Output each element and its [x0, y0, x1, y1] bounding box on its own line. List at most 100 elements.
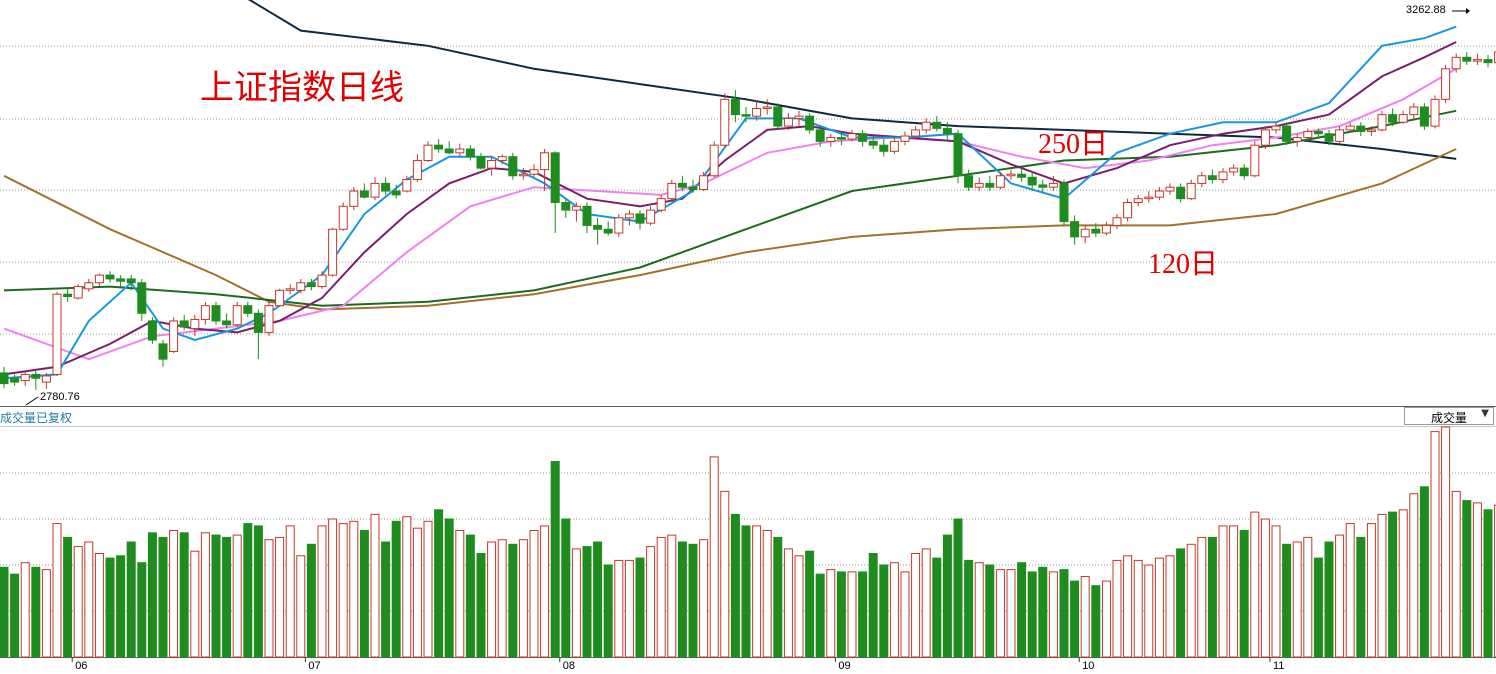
candle — [211, 301, 221, 325]
candle — [31, 370, 41, 390]
candle-body — [1366, 129, 1376, 132]
candle-body — [1260, 129, 1270, 146]
volume-bar — [1260, 518, 1270, 658]
candle-body — [1207, 175, 1217, 181]
volume-bar — [412, 527, 422, 658]
candle — [688, 179, 698, 193]
candle — [1324, 129, 1334, 146]
volume-bar — [1271, 525, 1281, 658]
volume-bar — [508, 543, 518, 658]
volume-bar — [370, 513, 380, 658]
volume-bar — [1292, 541, 1302, 658]
volume-bar — [815, 573, 825, 658]
volume-bar — [942, 534, 952, 658]
volume-bar — [1377, 513, 1387, 658]
volume-bar — [1324, 541, 1334, 658]
candle-body — [1154, 190, 1164, 198]
candle-body — [1218, 171, 1228, 181]
chevron-down-icon[interactable]: ▼ — [1481, 408, 1489, 419]
candle — [190, 314, 200, 337]
candle-body — [847, 133, 857, 140]
volume-bar — [94, 553, 104, 658]
candle-body — [444, 148, 454, 154]
candle — [730, 90, 740, 123]
candle-body — [656, 198, 666, 211]
candle — [1229, 164, 1239, 176]
volume-bar — [275, 536, 285, 658]
volume-bar — [921, 548, 931, 658]
candle-body — [720, 98, 730, 146]
candle-body — [900, 135, 910, 142]
month-axis: 06 07 08 09 10 11 — [71, 657, 1284, 672]
candle-body — [84, 282, 94, 290]
indicator-select[interactable]: 成交量 ▼ — [1404, 407, 1494, 425]
volume-bar — [253, 525, 263, 658]
candle — [889, 136, 899, 155]
volume-bar — [1366, 523, 1376, 658]
candle-body — [1494, 51, 1496, 64]
candle-body — [158, 343, 168, 360]
candle — [1123, 198, 1133, 222]
candle-body — [741, 114, 751, 117]
volume-bar — [116, 555, 126, 658]
candle-body — [1398, 114, 1408, 123]
candle-body — [508, 156, 518, 177]
candle — [1462, 51, 1472, 65]
volume-bar — [614, 559, 624, 658]
candle-body — [137, 282, 147, 314]
volume-bar — [911, 553, 921, 658]
candle — [328, 227, 338, 277]
volume-bar — [1483, 509, 1493, 658]
candle-body — [1388, 114, 1398, 123]
candle-body — [190, 318, 200, 330]
candle-body — [529, 169, 539, 175]
volume-bar — [391, 520, 401, 658]
volume-bar — [1398, 509, 1408, 658]
candle-body — [953, 133, 963, 177]
candle — [169, 317, 179, 354]
candle-body — [783, 117, 793, 127]
volume-bar — [1441, 426, 1451, 658]
volume-bar — [52, 523, 62, 658]
volume-bar — [593, 541, 603, 658]
candle — [752, 100, 762, 121]
candle-body — [815, 129, 825, 142]
volume-bar — [667, 534, 677, 658]
volume-bar — [974, 562, 984, 658]
candle-body — [52, 293, 62, 375]
candle — [1419, 103, 1429, 130]
candle — [465, 145, 475, 161]
volume-bar — [0, 566, 9, 658]
volume-bar — [328, 518, 338, 658]
candle-body — [296, 282, 306, 291]
candle — [296, 278, 306, 294]
candle — [921, 118, 931, 134]
candle-body — [805, 115, 815, 131]
volume-bar — [1123, 555, 1133, 658]
candle-body — [73, 286, 83, 299]
candle — [741, 106, 751, 123]
ma5-line — [3, 25, 1457, 380]
volume-bar — [529, 530, 539, 658]
volume-bar — [1345, 523, 1355, 658]
volume-bar — [1250, 511, 1260, 658]
candle-body — [730, 98, 740, 116]
volume-bar — [635, 557, 645, 658]
candle-body — [1377, 114, 1387, 131]
candle-body — [476, 156, 486, 169]
candle-body — [1229, 167, 1239, 173]
candle — [1144, 191, 1154, 203]
volume-bar — [455, 530, 465, 658]
candle-body — [550, 152, 560, 203]
candle — [635, 210, 645, 230]
candle — [1006, 169, 1016, 180]
volume-bar — [179, 532, 189, 658]
candle — [444, 141, 454, 155]
volume-bar — [762, 530, 772, 658]
volume-bar — [1451, 490, 1461, 658]
candle-body — [1451, 56, 1461, 70]
volume-bar — [900, 571, 910, 658]
candle — [815, 126, 825, 147]
volume-bar — [264, 539, 274, 658]
